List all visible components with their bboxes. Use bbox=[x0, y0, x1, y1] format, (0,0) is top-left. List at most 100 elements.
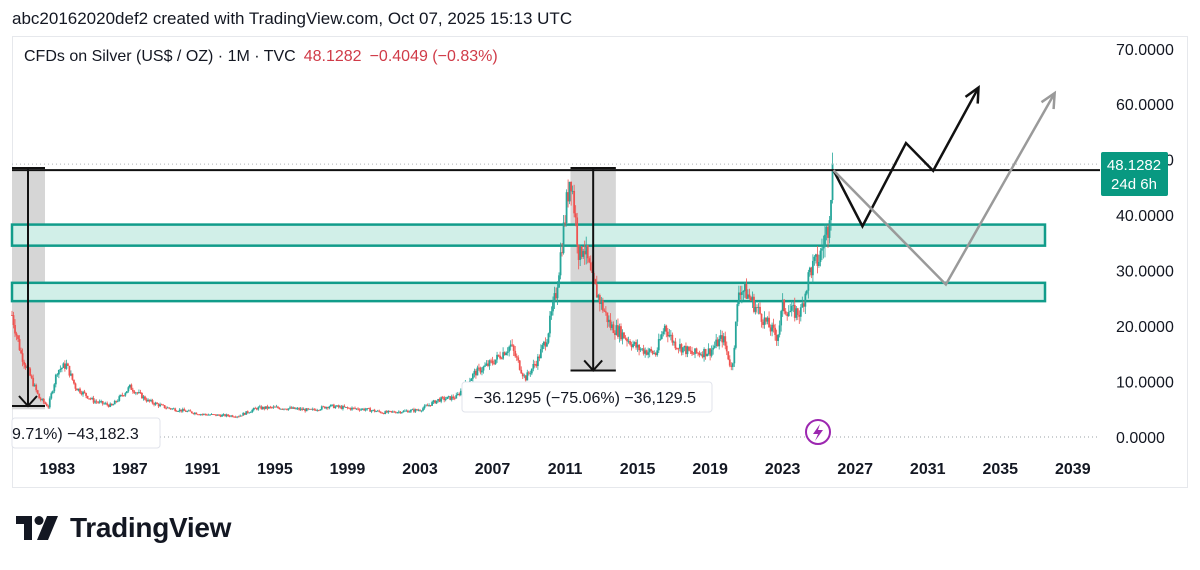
candle-body-404 bbox=[621, 332, 624, 340]
candle-body-536 bbox=[821, 248, 823, 251]
candle-body-88 bbox=[144, 396, 146, 400]
candle-body-64 bbox=[107, 404, 110, 407]
candle-body-244 bbox=[379, 411, 382, 413]
candle-body-70 bbox=[116, 400, 119, 402]
candle-body-66 bbox=[110, 403, 113, 406]
candle-body-370 bbox=[570, 181, 573, 192]
candle-body-428 bbox=[657, 339, 660, 351]
candle-body-458 bbox=[703, 349, 705, 358]
candle-body-292 bbox=[452, 396, 455, 399]
y-tick-label-1: 10.0000 bbox=[1116, 375, 1174, 392]
candle-body-393 bbox=[604, 311, 607, 313]
candle-body-81 bbox=[133, 391, 136, 394]
candle-body-326 bbox=[503, 352, 506, 356]
candle-body-54 bbox=[92, 398, 95, 403]
candle-body-158 bbox=[249, 412, 252, 413]
candle-body-168 bbox=[264, 406, 267, 409]
candle-body-75 bbox=[124, 393, 127, 396]
candle-body-0 bbox=[11, 314, 13, 316]
candle-body-110 bbox=[177, 411, 180, 412]
candle-body-451 bbox=[692, 353, 695, 355]
candle-body-354 bbox=[546, 342, 548, 347]
candle-body-387 bbox=[595, 284, 598, 298]
candle-body-455 bbox=[698, 353, 701, 355]
candle-body-305 bbox=[471, 373, 474, 379]
candle-body-109 bbox=[175, 410, 178, 412]
candle-body-78 bbox=[128, 384, 131, 388]
candle-body-444 bbox=[682, 347, 684, 353]
candle-body-457 bbox=[701, 354, 704, 358]
candle-body-273 bbox=[423, 405, 426, 409]
candle-body-14 bbox=[32, 377, 35, 387]
candle-body-100 bbox=[162, 404, 165, 406]
candle-body-512 bbox=[784, 311, 787, 314]
candles-layer bbox=[11, 152, 834, 419]
candle-body-312 bbox=[482, 366, 485, 371]
candle-body-3 bbox=[15, 333, 18, 336]
candle-body-364 bbox=[561, 252, 563, 254]
candle-body-267 bbox=[414, 409, 417, 412]
candle-body-508 bbox=[778, 325, 781, 335]
candle-body-184 bbox=[289, 407, 291, 409]
candle-body-478 bbox=[733, 347, 736, 364]
candle-body-107 bbox=[172, 408, 175, 410]
candle-body-489 bbox=[750, 297, 752, 301]
candle-body-477 bbox=[731, 363, 734, 367]
candle-body-282 bbox=[437, 398, 440, 401]
candle-body-153 bbox=[242, 412, 245, 416]
y-tick-label-6: 60.0000 bbox=[1116, 97, 1174, 114]
candle-body-17 bbox=[36, 390, 39, 394]
candle-body-346 bbox=[533, 363, 536, 365]
x-tick-label-0: 1983 bbox=[40, 461, 76, 478]
candle-body-311 bbox=[481, 370, 483, 373]
candle-body-124 bbox=[198, 414, 201, 416]
candle-body-375 bbox=[577, 245, 580, 260]
x-tick-label-10: 2023 bbox=[765, 461, 801, 478]
candle-body-352 bbox=[543, 341, 545, 346]
candle-body-7 bbox=[21, 353, 24, 362]
x-tick-label-12: 2031 bbox=[910, 461, 946, 478]
candle-body-271 bbox=[420, 410, 423, 412]
candle-body-45 bbox=[79, 388, 81, 393]
candle-body-472 bbox=[724, 336, 727, 346]
lightning-icon[interactable] bbox=[805, 419, 831, 445]
candle-body-151 bbox=[239, 415, 242, 417]
x-tick-label-4: 1999 bbox=[330, 461, 366, 478]
candle-body-406 bbox=[624, 338, 627, 339]
candle-body-52 bbox=[89, 398, 92, 400]
candle-body-377 bbox=[580, 246, 583, 257]
candle-body-97 bbox=[157, 403, 160, 407]
candle-body-213 bbox=[332, 404, 335, 409]
candle-body-198 bbox=[310, 408, 313, 410]
candle-body-398 bbox=[612, 324, 615, 333]
candle-body-307 bbox=[475, 370, 477, 376]
candle-body-279 bbox=[432, 400, 435, 403]
candle-body-236 bbox=[367, 408, 370, 409]
candle-body-502 bbox=[769, 327, 772, 332]
candle-body-62 bbox=[104, 403, 107, 405]
candle-body-496 bbox=[760, 313, 763, 322]
candle-body-253 bbox=[393, 411, 396, 413]
candle-body-469 bbox=[719, 335, 722, 339]
candle-body-239 bbox=[372, 409, 375, 411]
candle-body-535 bbox=[819, 250, 822, 262]
candle-body-481 bbox=[737, 292, 740, 305]
candle-body-159 bbox=[251, 409, 254, 413]
candle-body-131 bbox=[209, 414, 211, 416]
candle-body-104 bbox=[168, 407, 171, 409]
candle-body-142 bbox=[225, 414, 228, 417]
candle-body-543 bbox=[831, 163, 834, 201]
candle-body-362 bbox=[558, 275, 560, 288]
candle-body-396 bbox=[609, 319, 612, 328]
candle-body-447 bbox=[686, 346, 689, 355]
candle-body-129 bbox=[206, 414, 208, 416]
candle-body-179 bbox=[281, 408, 284, 410]
candle-body-55 bbox=[94, 401, 97, 403]
candle-body-40 bbox=[71, 373, 74, 380]
candle-body-222 bbox=[346, 407, 349, 408]
candle-body-163 bbox=[257, 407, 260, 410]
candle-body-416 bbox=[639, 349, 642, 351]
candle-body-103 bbox=[166, 407, 169, 409]
candle-body-348 bbox=[536, 356, 539, 367]
